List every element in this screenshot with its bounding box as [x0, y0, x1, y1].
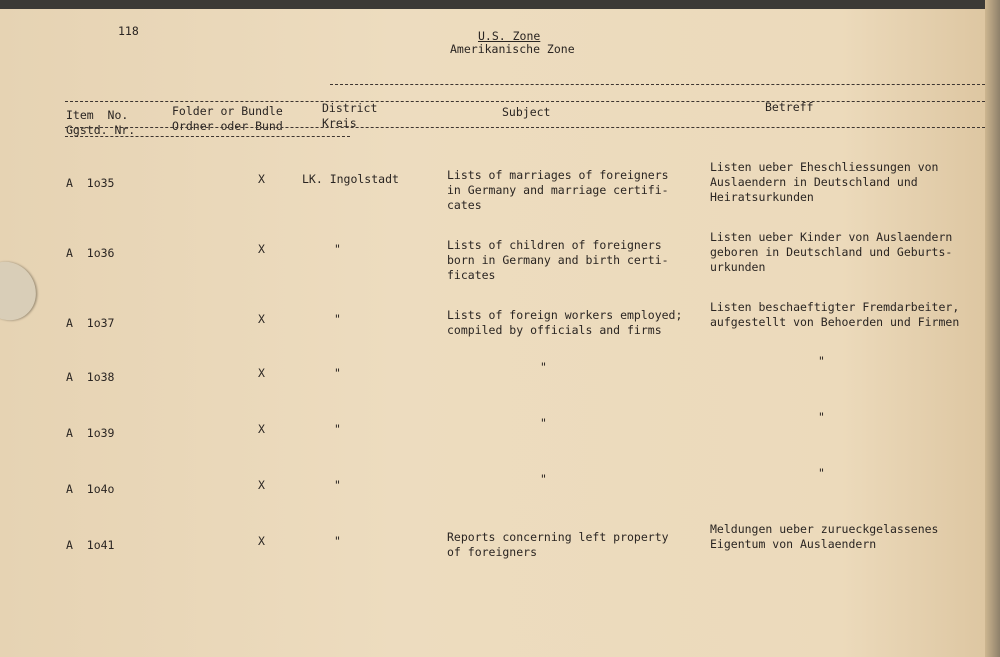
cell-district: " [334, 312, 341, 326]
divider [65, 127, 985, 128]
cell-betreff: Meldungen ueber zurueckgelassenes Eigent… [710, 522, 939, 551]
divider [330, 84, 985, 85]
cell-district: " [334, 478, 341, 492]
cell-folder: X [258, 478, 265, 492]
col-header-item: Item No. Ggstd. Nr. [66, 108, 136, 137]
cell-district: LK. Ingolstadt [302, 172, 399, 186]
document-page: 118 U.S. Zone Amerikanische Zone Item No… [0, 9, 990, 657]
divider [65, 101, 985, 102]
cell-subject: Lists of foreign workers employed; compi… [447, 308, 683, 337]
cell-item: A 1o35 [66, 176, 115, 190]
cell-item: A 1o37 [66, 316, 115, 330]
col-header-betreff: Betreff [765, 100, 814, 114]
page-tab [0, 250, 48, 332]
cell-item: A 1o4o [66, 482, 115, 496]
cell-subject: " [540, 472, 547, 486]
cell-item: A 1o36 [66, 246, 115, 260]
cell-item: A 1o38 [66, 370, 115, 384]
cell-district: " [334, 366, 341, 380]
divider [65, 136, 350, 137]
cell-subject: Lists of marriages of foreigners in Germ… [447, 168, 669, 212]
cell-item: A 1o39 [66, 426, 115, 440]
col-header-folder: Folder or Bundle Ordner oder Bund [172, 104, 283, 133]
cell-betreff: Listen beschaeftigter Fremdarbeiter, auf… [710, 300, 960, 329]
page-number: 118 [118, 24, 139, 38]
cell-folder: X [258, 366, 265, 380]
cell-betreff: " [818, 354, 825, 368]
cell-subject: Lists of children of foreigners born in … [447, 238, 669, 282]
cell-folder: X [258, 534, 265, 548]
col-header-district: District Kreis [322, 101, 378, 130]
cell-district: " [334, 242, 341, 256]
page-title: U.S. Zone [478, 29, 541, 43]
cell-folder: X [258, 242, 265, 256]
cell-district: " [334, 422, 341, 436]
cell-folder: X [258, 312, 265, 326]
col-header-subject: Subject [502, 105, 551, 119]
cell-betreff: Listen ueber Kinder von Auslaendern gebo… [710, 230, 953, 274]
cell-betreff: " [818, 466, 825, 480]
cell-folder: X [258, 422, 265, 436]
cell-subject: " [540, 416, 547, 430]
cell-betreff: " [818, 410, 825, 424]
cell-betreff: Listen ueber Eheschliessungen von Auslae… [710, 160, 939, 204]
cell-folder: X [258, 172, 265, 186]
cell-subject: " [540, 360, 547, 374]
cell-item: A 1o41 [66, 538, 115, 552]
cell-district: " [334, 534, 341, 548]
cell-subject: Reports concerning left property of fore… [447, 530, 669, 559]
book-edge [985, 0, 1000, 657]
page-subtitle: Amerikanische Zone [450, 42, 575, 56]
